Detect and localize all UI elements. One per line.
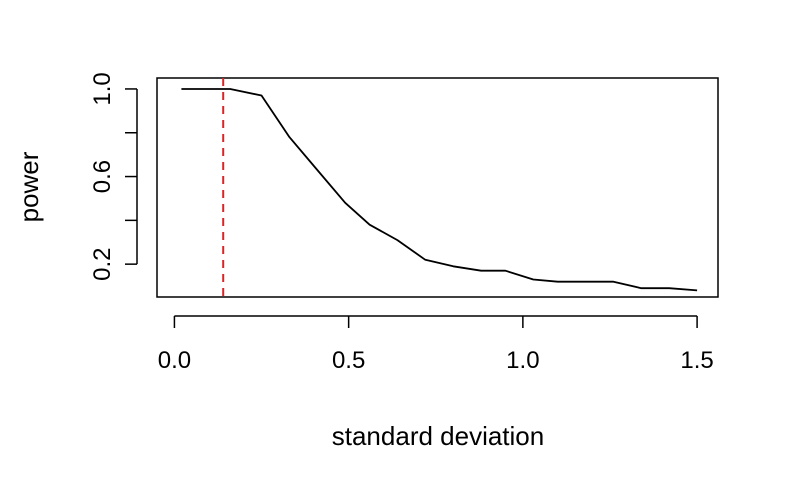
series-line <box>181 88 698 292</box>
data-layer <box>181 88 698 292</box>
x-tick-label: 0.0 <box>158 347 191 374</box>
x-tick-label: 1.0 <box>506 347 539 374</box>
x-axis-title: standard deviation <box>332 421 544 451</box>
y-tick-label: 0.2 <box>89 247 116 280</box>
plot-frame <box>156 77 719 298</box>
y-tick-label: 1.0 <box>89 72 116 105</box>
x-tick-label: 0.5 <box>332 347 365 374</box>
axes-layer: 0.0 0.5 1.0 1.5 0.2 0.6 1.0 <box>89 72 719 374</box>
y-tick-label: 0.6 <box>89 160 116 193</box>
y-axis-title: power <box>14 151 44 222</box>
x-tick-label: 1.5 <box>680 347 713 374</box>
